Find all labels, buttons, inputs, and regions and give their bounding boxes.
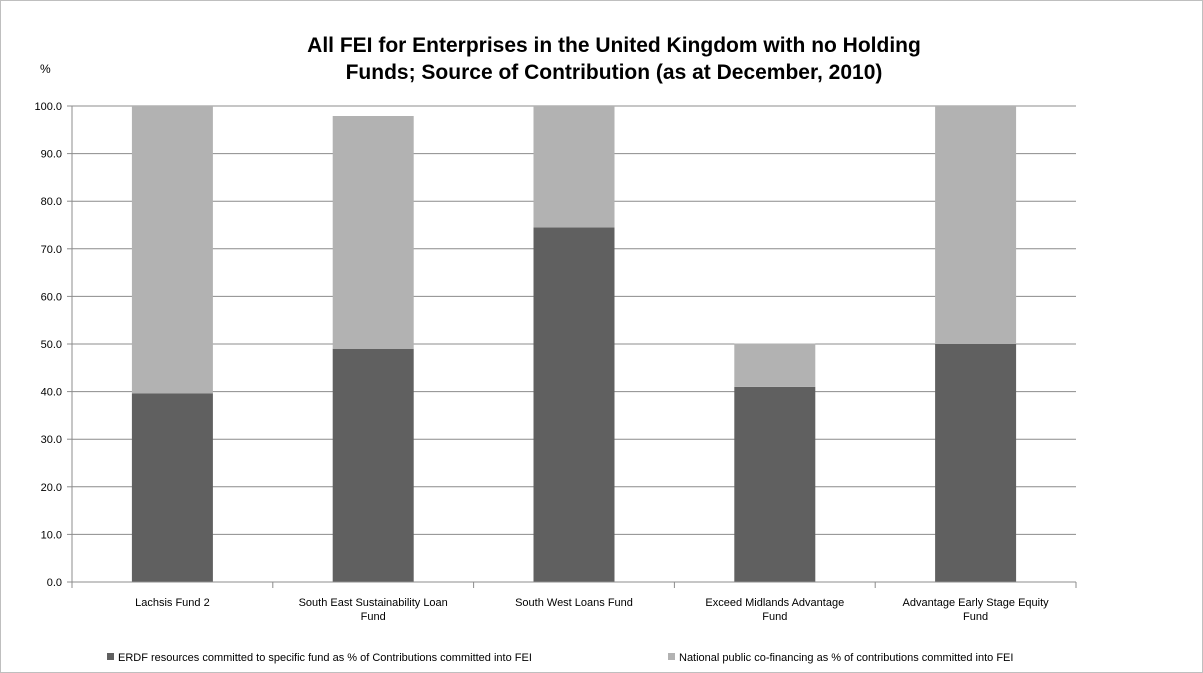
bar-series-1-cat-3 bbox=[533, 227, 615, 582]
x-category-label-line: Fund bbox=[963, 611, 988, 623]
axes bbox=[71, 106, 1077, 588]
chart-title: All FEI for Enterprises in the United Ki… bbox=[307, 34, 921, 84]
bar-series-1-cat-5 bbox=[935, 344, 1017, 582]
chart-title-line-1: All FEI for Enterprises in the United Ki… bbox=[307, 34, 921, 57]
x-category-label: South East Sustainability Loan Fund bbox=[299, 597, 448, 623]
x-category-label: Exceed Midlands Advantage Fund bbox=[705, 597, 844, 623]
x-category-label: Advantage Early Stage Equity Fund bbox=[903, 597, 1050, 623]
bar-series-2-cat-3 bbox=[533, 106, 615, 228]
legend-swatch-2 bbox=[668, 653, 675, 660]
x-category-label: South West Loans Fund bbox=[515, 597, 633, 609]
legend: ERDF resources committed to specific fun… bbox=[107, 652, 1013, 664]
bar-series-2-cat-2 bbox=[332, 115, 414, 349]
y-tick-label: 90.0 bbox=[41, 149, 62, 161]
y-tick-label: 100.0 bbox=[34, 101, 62, 113]
bar-series-2-cat-1 bbox=[131, 106, 213, 394]
x-category-label-line: South East Sustainability Loan bbox=[299, 597, 448, 609]
chart-title-line-2: Funds; Source of Contribution (as at Dec… bbox=[346, 61, 883, 84]
y-tick-label: 80.0 bbox=[41, 196, 62, 208]
y-axis-ticks: 0.0 10.0 20.0 30.0 40.0 50.0 60.0 70.0 80.0 90.0 1… bbox=[34, 101, 72, 589]
x-category-label-line: Advantage Early Stage Equity bbox=[903, 597, 1050, 609]
bars bbox=[131, 106, 1017, 582]
y-tick-label: 40.0 bbox=[41, 387, 62, 399]
y-tick-label: 70.0 bbox=[41, 244, 62, 256]
x-category-label: Lachsis Fund 2 bbox=[135, 597, 210, 609]
y-tick-label: 0.0 bbox=[47, 577, 62, 589]
bar-series-2-cat-4 bbox=[734, 343, 816, 387]
bar-series-1-cat-4 bbox=[734, 386, 816, 582]
legend-label-2: National public co-financing as % of con… bbox=[679, 652, 1013, 664]
bar-series-1-cat-2 bbox=[332, 348, 414, 582]
legend-swatch-1 bbox=[107, 653, 114, 660]
bar-series-2-cat-5 bbox=[935, 106, 1017, 344]
bar-series-1-cat-1 bbox=[131, 393, 213, 582]
y-axis-unit-label: % bbox=[40, 62, 51, 76]
x-category-label-line: Fund bbox=[361, 611, 386, 623]
legend-label-1: ERDF resources committed to specific fun… bbox=[118, 652, 532, 664]
x-category-label-line: South West Loans Fund bbox=[515, 597, 633, 609]
x-category-label-line: Exceed Midlands Advantage bbox=[705, 597, 844, 609]
x-category-label-line: Lachsis Fund 2 bbox=[135, 597, 210, 609]
y-tick-label: 20.0 bbox=[41, 482, 62, 494]
x-axis-labels: Lachsis Fund 2 South East Sustainability … bbox=[135, 597, 1049, 623]
y-tick-label: 10.0 bbox=[41, 529, 62, 541]
y-tick-label: 60.0 bbox=[41, 291, 62, 303]
y-tick-label: 30.0 bbox=[41, 434, 62, 446]
x-category-label-line: Fund bbox=[762, 611, 787, 623]
y-tick-label: 50.0 bbox=[41, 339, 62, 351]
